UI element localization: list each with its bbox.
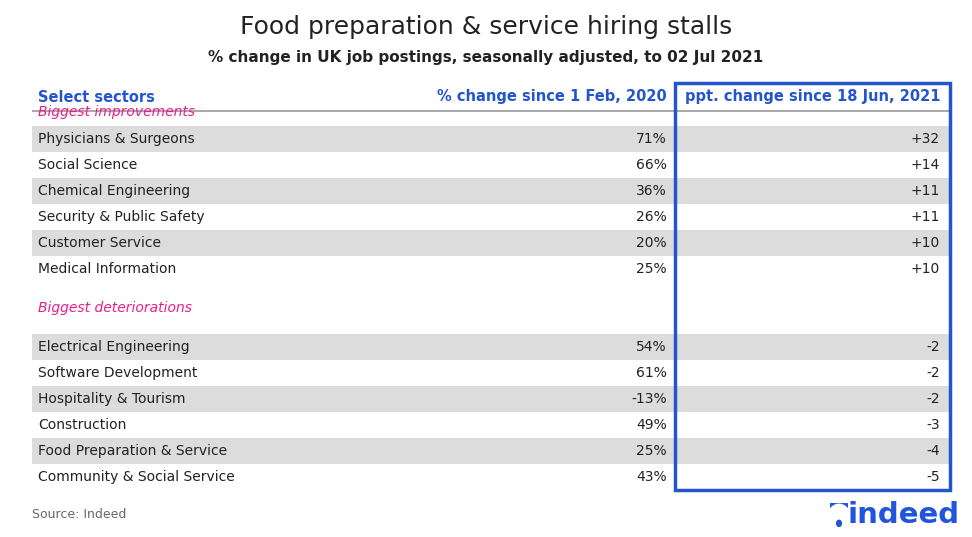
Text: Biggest deteriorations: Biggest deteriorations xyxy=(38,301,192,315)
Text: Biggest improvements: Biggest improvements xyxy=(38,105,195,119)
Text: % change since 1 Feb, 2020: % change since 1 Feb, 2020 xyxy=(437,90,667,105)
Text: 61%: 61% xyxy=(636,366,667,380)
Text: indeed: indeed xyxy=(848,501,960,529)
Text: Food Preparation & Service: Food Preparation & Service xyxy=(38,444,227,458)
Text: -2: -2 xyxy=(926,392,940,406)
Text: +11: +11 xyxy=(911,184,940,198)
Text: Social Science: Social Science xyxy=(38,158,137,172)
Text: 66%: 66% xyxy=(636,158,667,172)
Text: Customer Service: Customer Service xyxy=(38,236,161,250)
Text: 25%: 25% xyxy=(637,262,667,276)
Text: Security & Public Safety: Security & Public Safety xyxy=(38,210,205,224)
Text: +10: +10 xyxy=(911,236,940,250)
Text: % change in UK job postings, seasonally adjusted, to 02 Jul 2021: % change in UK job postings, seasonally … xyxy=(208,49,764,64)
Text: 43%: 43% xyxy=(637,470,667,484)
Text: 49%: 49% xyxy=(637,418,667,432)
Text: +11: +11 xyxy=(911,210,940,224)
Text: -5: -5 xyxy=(926,470,940,484)
Text: +32: +32 xyxy=(911,132,940,146)
Text: -3: -3 xyxy=(926,418,940,432)
Text: Medical Information: Medical Information xyxy=(38,262,176,276)
Text: 25%: 25% xyxy=(637,444,667,458)
Text: Software Development: Software Development xyxy=(38,366,197,380)
Text: Physicians & Surgeons: Physicians & Surgeons xyxy=(38,132,194,146)
Text: -4: -4 xyxy=(926,444,940,458)
Text: 26%: 26% xyxy=(637,210,667,224)
Text: Food preparation & service hiring stalls: Food preparation & service hiring stalls xyxy=(240,15,732,39)
Circle shape xyxy=(837,520,842,526)
Text: -2: -2 xyxy=(926,366,940,380)
Text: Hospitality & Tourism: Hospitality & Tourism xyxy=(38,392,186,406)
Text: Community & Social Service: Community & Social Service xyxy=(38,470,235,484)
Text: +14: +14 xyxy=(911,158,940,172)
Text: Source: Indeed: Source: Indeed xyxy=(32,509,126,521)
Text: Construction: Construction xyxy=(38,418,126,432)
Text: ppt. change since 18 Jun, 2021: ppt. change since 18 Jun, 2021 xyxy=(684,90,940,105)
Text: +10: +10 xyxy=(911,262,940,276)
Text: 36%: 36% xyxy=(637,184,667,198)
Text: Select sectors: Select sectors xyxy=(38,90,155,105)
Text: 54%: 54% xyxy=(637,340,667,354)
Text: 20%: 20% xyxy=(637,236,667,250)
Text: 71%: 71% xyxy=(637,132,667,146)
Text: -13%: -13% xyxy=(632,392,667,406)
Text: Chemical Engineering: Chemical Engineering xyxy=(38,184,191,198)
Text: Electrical Engineering: Electrical Engineering xyxy=(38,340,190,354)
Text: -2: -2 xyxy=(926,340,940,354)
